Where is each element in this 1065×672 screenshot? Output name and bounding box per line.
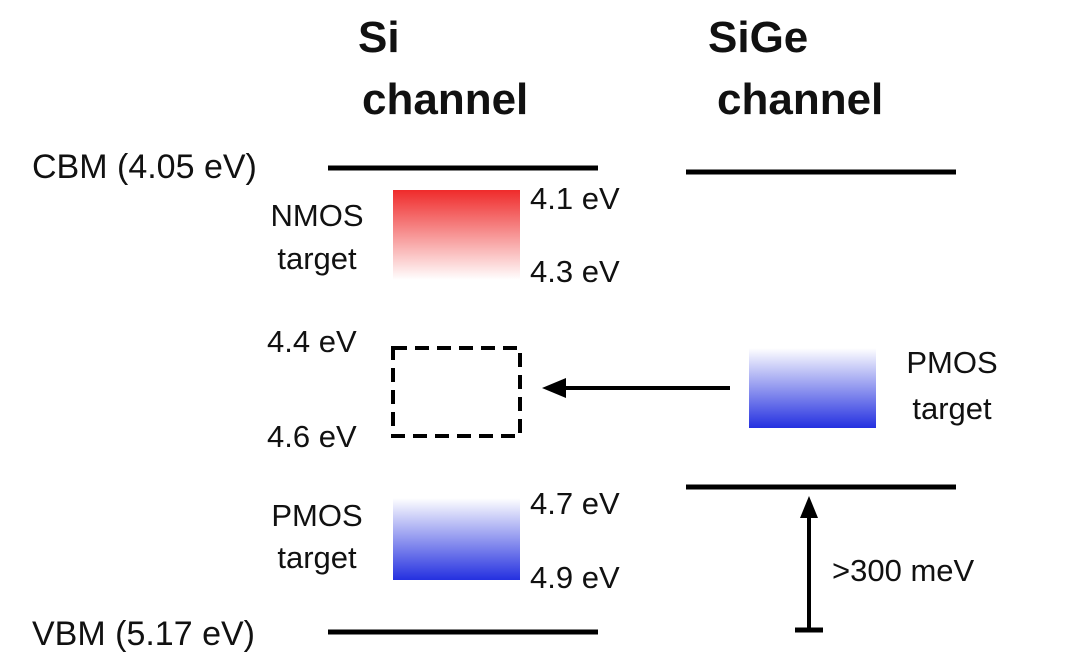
si-pmos-bottom-value: 4.9 eV: [530, 560, 620, 595]
si-nmos-top-value: 4.1 eV: [530, 181, 620, 216]
si-pmos-target-bar: [393, 498, 520, 580]
sige-column-title-line2: channel: [717, 75, 884, 124]
sige-pmos-label-line2: target: [912, 391, 992, 426]
si-pmos-label-line1: PMOS: [271, 498, 363, 533]
si-column-title-line2: channel: [362, 75, 529, 124]
si-midgap-bottom-value: 4.6 eV: [267, 419, 357, 454]
offset-value: >300 meV: [832, 553, 975, 588]
vbm-label: VBM (5.17 eV): [32, 615, 255, 653]
sige-pmos-label-line1: PMOS: [906, 345, 998, 380]
si-nmos-bottom-value: 4.3 eV: [530, 254, 620, 289]
si-pmos-top-value: 4.7 eV: [530, 486, 620, 521]
si-nmos-label-line2: target: [277, 241, 357, 276]
offset-arrow: [795, 496, 823, 633]
si-column-title-line1: Si: [358, 13, 400, 62]
si-midgap-dashed-box: [391, 346, 522, 438]
cbm-label: CBM (4.05 eV): [32, 148, 257, 186]
si-midgap-top-value: 4.4 eV: [267, 324, 357, 359]
si-nmos-label-line1: NMOS: [270, 198, 364, 233]
si-nmos-target-bar: [393, 190, 520, 280]
sige-column-title-line1: SiGe: [708, 13, 809, 62]
sige-pmos-target-bar: [749, 348, 876, 428]
shift-arrow: [542, 378, 730, 398]
si-pmos-label-line2: target: [277, 540, 357, 575]
